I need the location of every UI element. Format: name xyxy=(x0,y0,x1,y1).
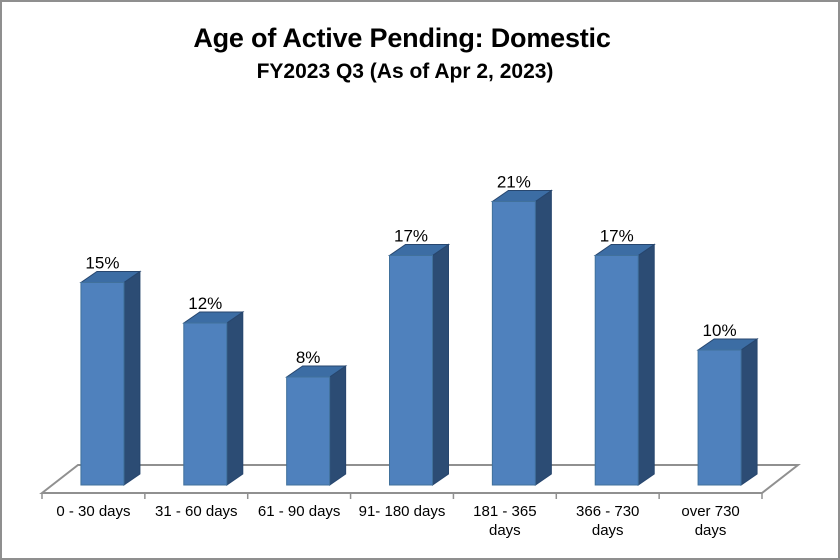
bar xyxy=(387,243,451,486)
bar xyxy=(696,338,759,486)
bar-front-face xyxy=(286,376,331,486)
bar-side-face xyxy=(740,338,758,486)
bar-side-face xyxy=(226,311,244,486)
bar-side-face xyxy=(123,270,141,486)
chart-subtitle: FY2023 Q3 (As of Apr 2, 2023) xyxy=(256,60,554,83)
bar-front-face xyxy=(80,282,125,486)
bar-front-face xyxy=(183,322,228,486)
bar-side-face xyxy=(432,243,449,486)
bar-side-face xyxy=(637,243,655,486)
category-label: 181 - 365 xyxy=(473,503,536,520)
category-label: 91- 180 days xyxy=(359,503,446,520)
bar-data-label: 21% xyxy=(497,173,531,192)
category-label: 366 - 730 xyxy=(576,503,639,520)
bar xyxy=(182,311,245,486)
bar-data-label: 15% xyxy=(85,254,119,273)
bar-data-label: 8% xyxy=(296,348,321,367)
bar-side-face xyxy=(534,189,552,486)
bar xyxy=(593,243,656,486)
bar-front-face xyxy=(491,201,536,486)
category-label: 0 - 30 days xyxy=(56,503,130,520)
bar-front-face xyxy=(697,349,742,486)
category-label: days xyxy=(489,522,521,539)
category-label: 61 - 90 days xyxy=(258,503,341,520)
bar-front-face xyxy=(594,255,639,486)
bar xyxy=(79,270,142,486)
bar-data-label: 17% xyxy=(394,227,428,246)
bar xyxy=(490,189,553,486)
bar-data-label: 17% xyxy=(600,227,634,246)
bar-side-face xyxy=(329,365,347,486)
bar xyxy=(285,365,348,486)
category-label: days xyxy=(695,522,727,539)
bar-data-label: 10% xyxy=(703,321,737,340)
category-label: 31 - 60 days xyxy=(155,503,238,520)
bar-data-label: 12% xyxy=(188,294,222,313)
chart-title: Age of Active Pending: Domestic xyxy=(193,23,611,53)
category-label: over 730 xyxy=(681,503,739,520)
category-label: days xyxy=(592,522,624,539)
bar-front-face xyxy=(389,255,433,486)
